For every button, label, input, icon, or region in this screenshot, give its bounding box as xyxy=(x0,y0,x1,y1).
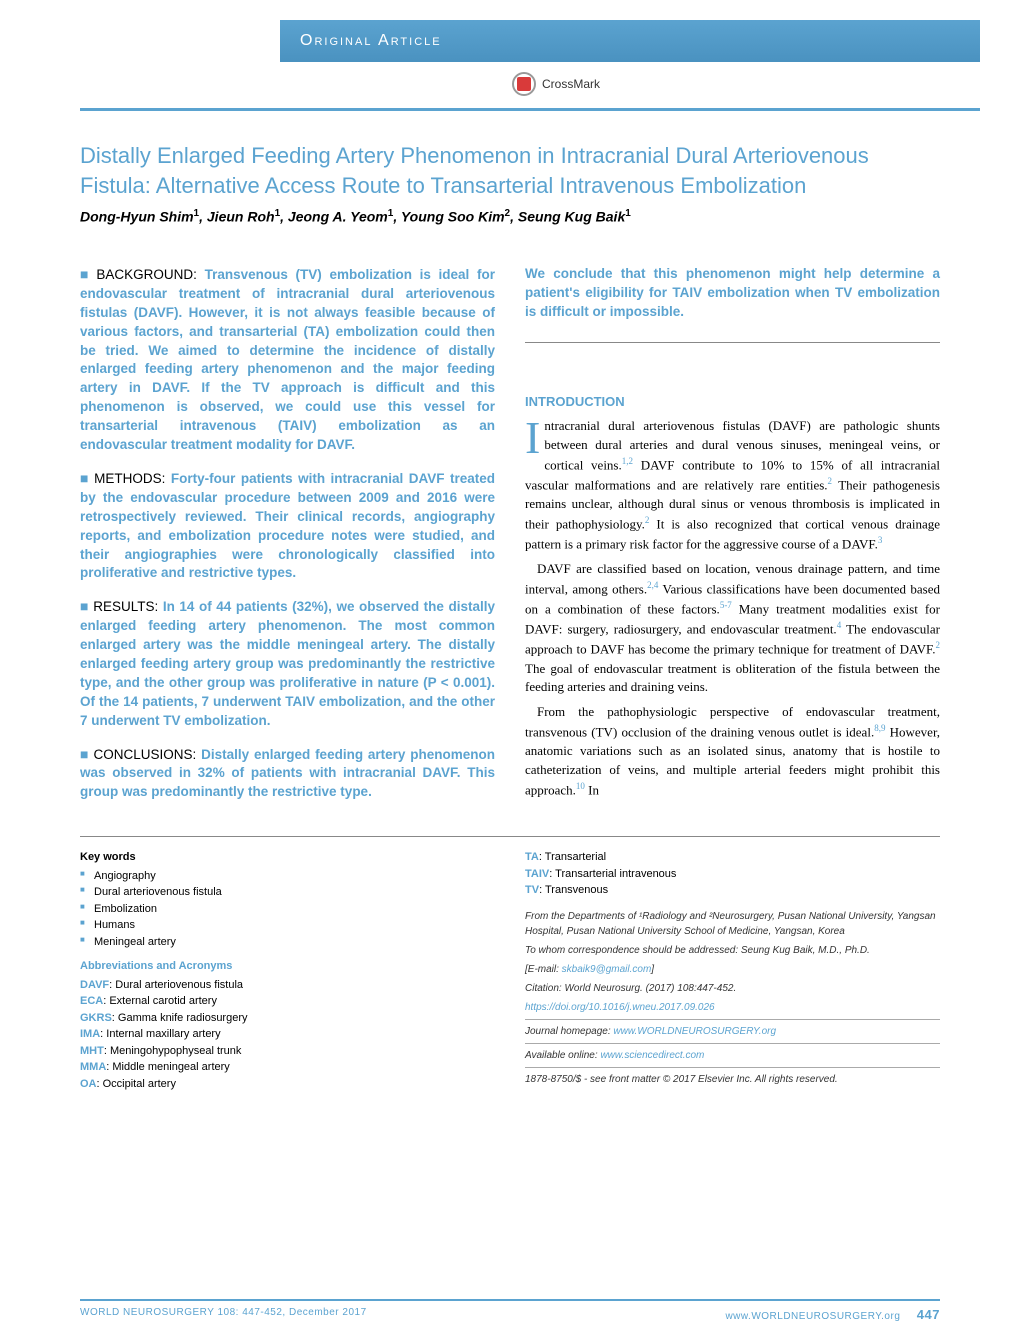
abbr-heading: Abbreviations and Acronyms xyxy=(80,958,495,975)
crossmark-text: CrossMark xyxy=(542,77,600,91)
right-column: We conclude that this phenomenon might h… xyxy=(525,265,940,816)
abstract-results: ■RESULTS: In 14 of 44 patients (32%), we… xyxy=(80,597,495,730)
abbr-item: MHT: Meningohypophyseal trunk xyxy=(80,1043,495,1060)
keyword-item: Humans xyxy=(80,917,495,934)
footer-right: TA: TransarterialTAIV: Transarterial int… xyxy=(525,849,940,1092)
keywords-heading: Key words xyxy=(80,849,495,866)
citation: Citation: World Neurosurg. (2017) 108:44… xyxy=(525,981,940,996)
left-column: ■BACKGROUND: Transvenous (TV) embolizati… xyxy=(80,265,495,816)
keyword-item: Angiography xyxy=(80,868,495,885)
intro-divider-top xyxy=(525,342,940,343)
available-online: Available online: www.sciencedirect.com xyxy=(525,1048,940,1063)
keyword-item: Dural arteriovenous fistula xyxy=(80,884,495,901)
abbr-item: TV: Transvenous xyxy=(525,882,940,899)
abbr-item: OA: Occipital artery xyxy=(80,1076,495,1093)
abbr-item: IMA: Internal maxillary artery xyxy=(80,1026,495,1043)
journal-home-link[interactable]: www.WORLDNEUROSURGERY.org xyxy=(613,1026,776,1037)
email-line: [E-mail: skbaik9@gmail.com] xyxy=(525,962,940,977)
intro-heading: INTRODUCTION xyxy=(525,393,940,411)
email-link[interactable]: skbaik9@gmail.com xyxy=(562,964,652,975)
crossmark-badge[interactable]: CrossMark xyxy=(0,72,600,96)
keyword-item: Embolization xyxy=(80,901,495,918)
abstract-conclusions: ■CONCLUSIONS: Distally enlarged feeding … xyxy=(80,745,495,803)
abstract-background: ■BACKGROUND: Transvenous (TV) embolizati… xyxy=(80,265,495,455)
journal-homepage: Journal homepage: www.WORLDNEUROSURGERY.… xyxy=(525,1024,940,1039)
abbr-item: MMA: Middle meningeal artery xyxy=(80,1059,495,1076)
doi-link[interactable]: https://doi.org/10.1016/j.wneu.2017.09.0… xyxy=(525,1002,715,1013)
abbr-item: DAVF: Dural arteriovenous fistula xyxy=(80,977,495,994)
intro-body: Intracranial dural arteriovenous fistula… xyxy=(525,417,940,800)
affiliation: From the Departments of ¹Radiology and ²… xyxy=(525,909,940,939)
abbr-item: ECA: External carotid artery xyxy=(80,993,495,1010)
title-block: Distally Enlarged Feeding Artery Phenome… xyxy=(80,141,940,225)
footer-divider xyxy=(80,836,940,837)
keyword-item: Meningeal artery xyxy=(80,934,495,951)
section-header: Original Article xyxy=(280,20,980,62)
footer-left: Key words AngiographyDural arteriovenous… xyxy=(80,849,495,1092)
title-divider xyxy=(80,108,980,111)
article-title: Distally Enlarged Feeding Artery Phenome… xyxy=(80,141,940,200)
correspondence: To whom correspondence should be address… xyxy=(525,943,940,958)
authors: Dong-Hyun Shim1, Jieun Roh1, Jeong A. Ye… xyxy=(80,208,940,225)
footer-url[interactable]: www.WORLDNEUROSURGERY.org xyxy=(725,1311,900,1322)
copyright: 1878-8750/$ - see front matter © 2017 El… xyxy=(525,1072,940,1087)
abbr-item: TAIV: Transarterial intravenous xyxy=(525,866,940,883)
abbr-item: TA: Transarterial xyxy=(525,849,940,866)
conclusion-continuation: We conclude that this phenomenon might h… xyxy=(525,265,940,322)
page-footer: WORLD NEUROSURGERY 108: 447-452, Decembe… xyxy=(80,1299,940,1322)
crossmark-icon xyxy=(512,72,536,96)
available-link[interactable]: www.sciencedirect.com xyxy=(600,1050,704,1061)
abbr-item: GKRS: Gamma knife radiosurgery xyxy=(80,1010,495,1027)
abstract-methods: ■METHODS: Forty-four patients with intra… xyxy=(80,469,495,583)
section-label: Original Article xyxy=(300,32,442,50)
